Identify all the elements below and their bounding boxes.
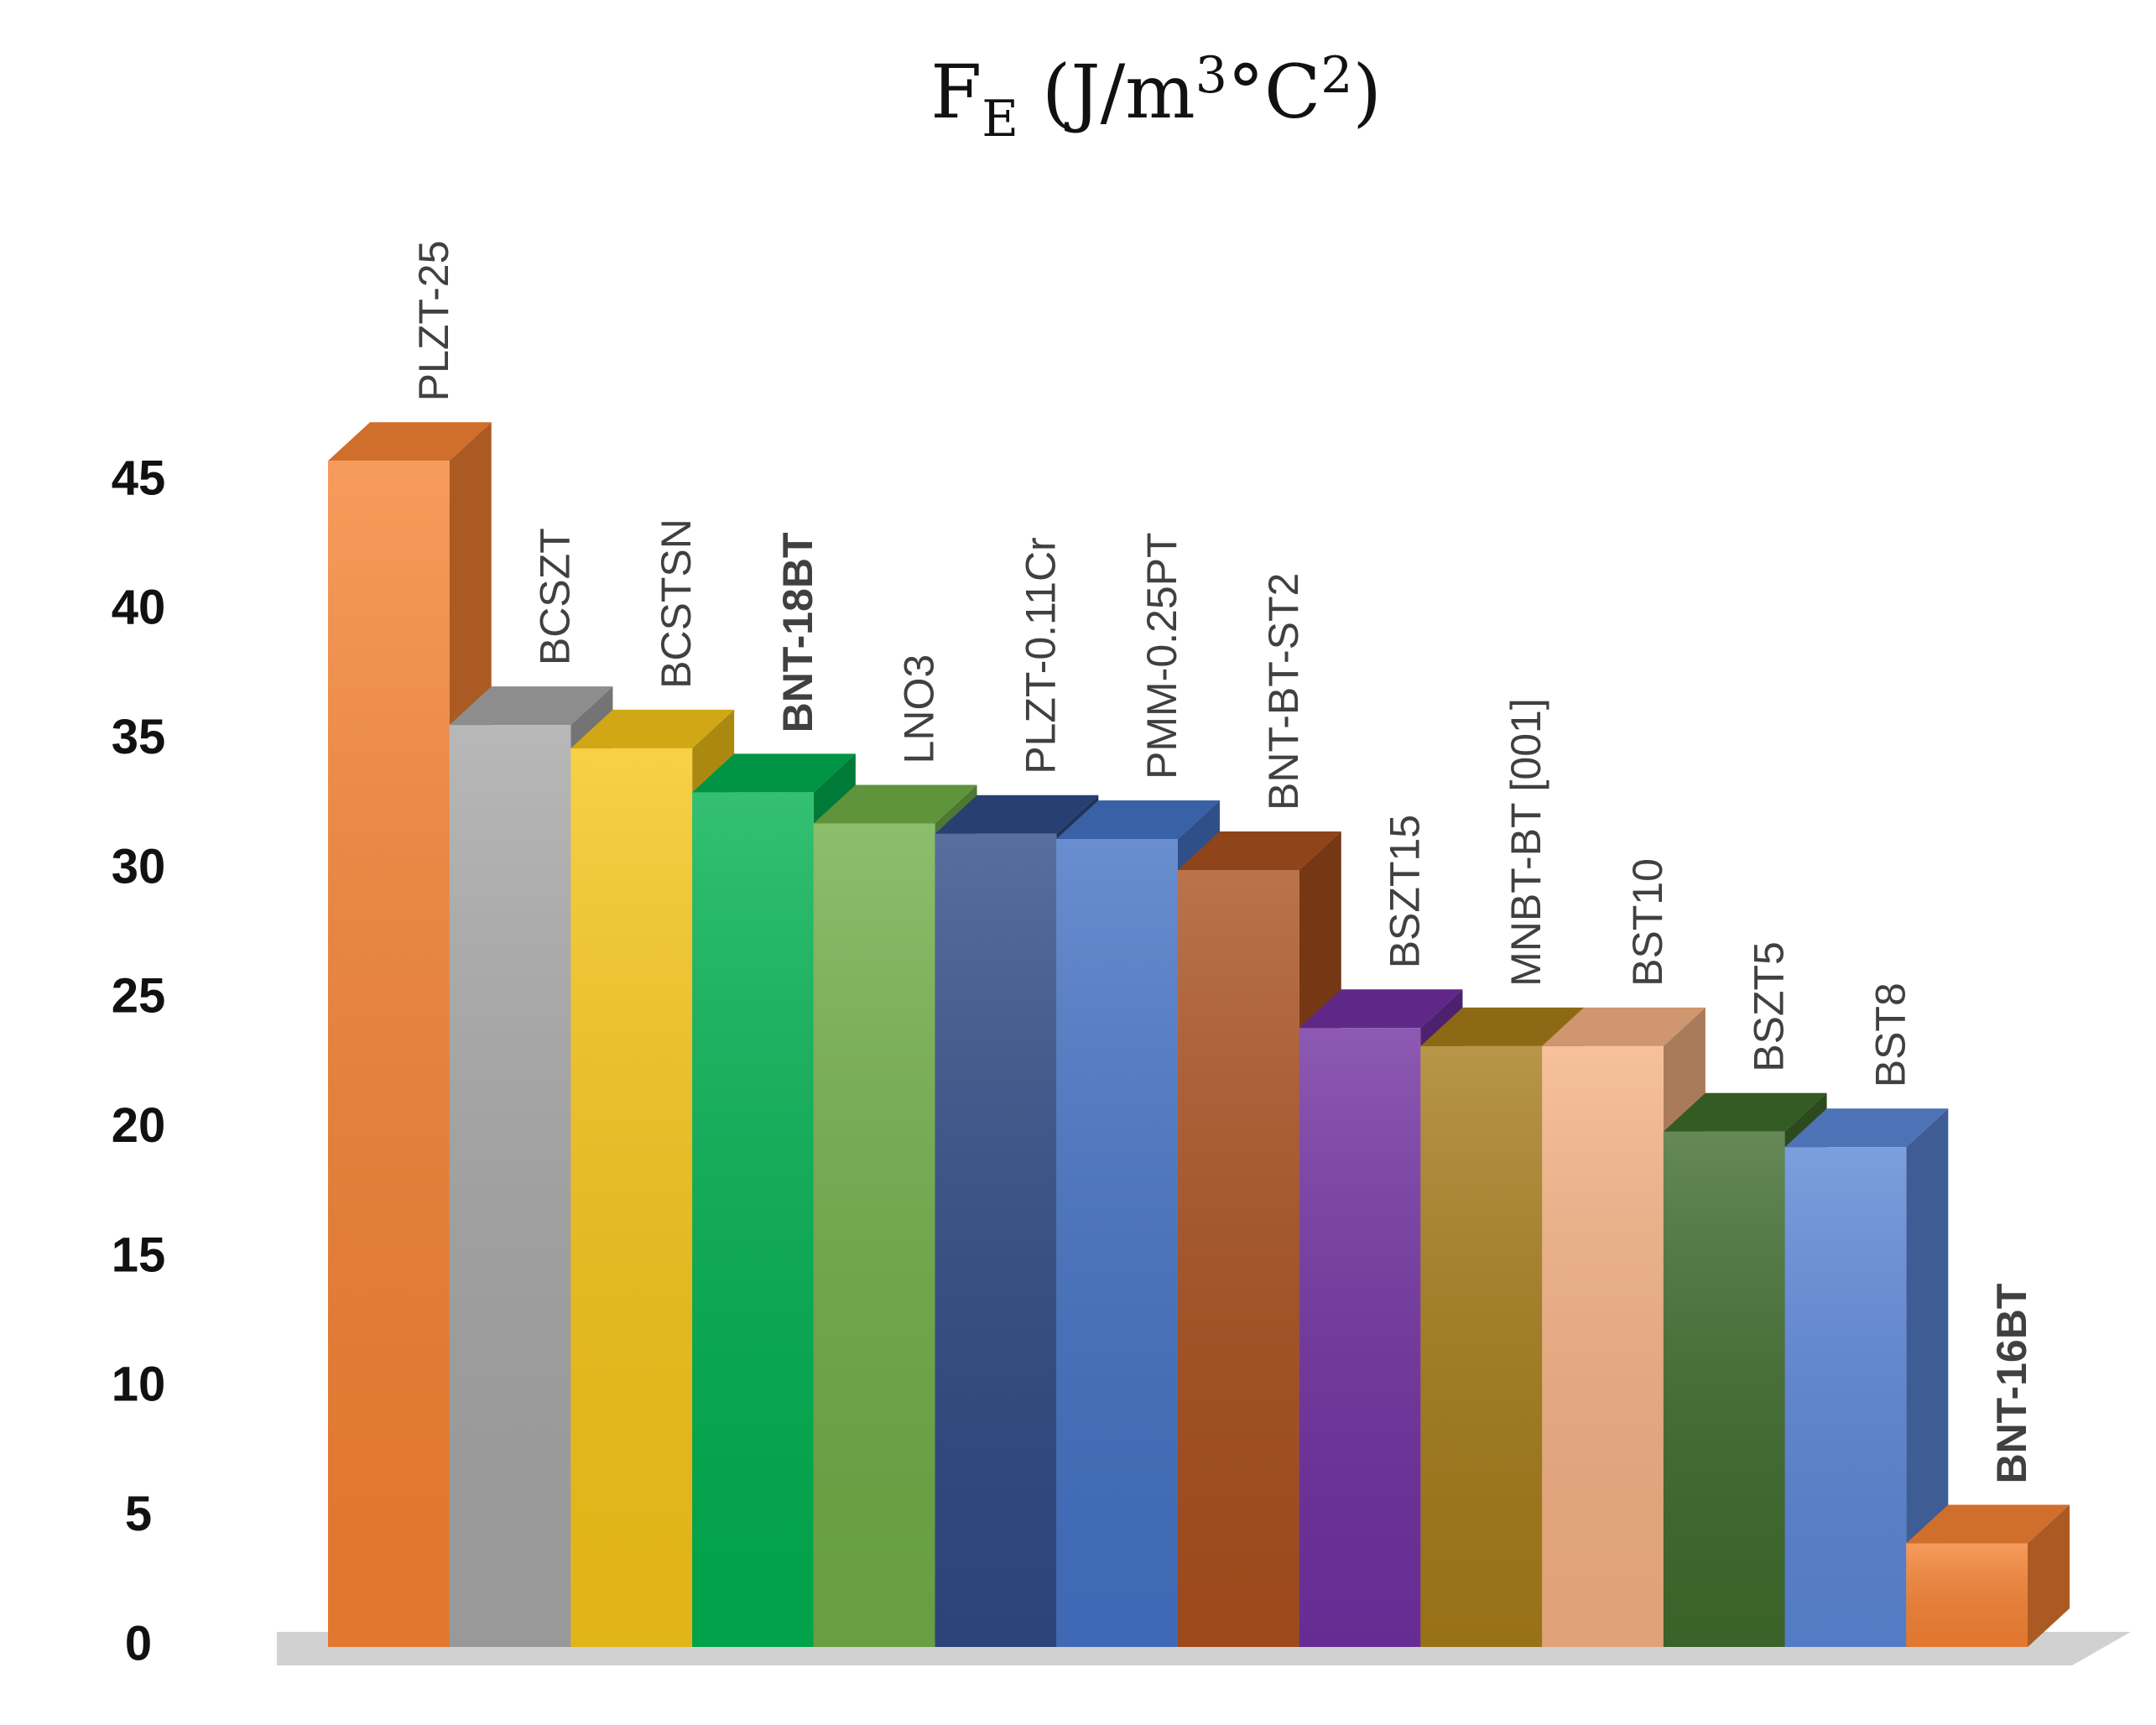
bar-top [692,753,856,793]
category-label: PLZT-25 [410,241,457,402]
title-part: E [982,90,1018,149]
y-tick-label: 45 [112,451,166,505]
bar-top [1056,800,1220,839]
category-label: MNBT-BT [001] [1502,698,1549,987]
title-part: ) [1352,49,1381,135]
bar-shine [1056,838,1178,1647]
title-part: (J/m [1018,49,1195,135]
bar-shine [1420,1045,1543,1647]
category-label: BCSZT [532,528,579,665]
bar-top-shade [1056,800,1220,839]
bar-top [813,784,977,824]
bar-top-shade [935,795,1099,834]
bar-side-shade [1906,1108,1949,1647]
bar-top [328,422,492,461]
bar-top-shade [1663,1092,1827,1132]
category-label: PLZT-0.11Cr [1017,537,1064,774]
bar-shine [692,792,814,1647]
title-part: F [930,49,982,135]
bar-top [1420,1007,1585,1046]
bar-top-shade [692,753,856,793]
bar-top [1299,989,1463,1029]
bar-shine [813,823,935,1647]
bar-shine [328,461,450,1647]
bar-top-shade [1542,1007,1706,1046]
title-part: 2 [1320,46,1352,105]
y-tick-label: 20 [112,1098,166,1153]
category-label: BST10 [1624,858,1671,987]
bar-side-shade [2028,1504,2070,1647]
bar-top-shade [1420,1007,1585,1046]
category-label: BST8 [1867,982,1914,1087]
category-label: BSZT15 [1382,815,1429,968]
category-label: PMM-0.25PT [1138,532,1185,779]
bar-top [935,795,1099,834]
y-tick-label: 25 [112,969,166,1024]
y-tick-label: 30 [112,839,166,894]
y-tick-label: 15 [112,1227,166,1282]
bar-top [449,686,613,726]
y-tick-label: 35 [112,710,166,764]
title-part: °C [1227,49,1320,135]
bar-side [2028,1504,2070,1647]
bar-top-shade [1178,831,1341,870]
y-tick-label: 5 [125,1487,152,1541]
bar-top [570,709,735,748]
bar-top-shade [449,686,613,726]
category-label: BSZT5 [1746,941,1793,1072]
y-tick-label: 0 [125,1616,152,1670]
bar-top-shade [1299,989,1463,1029]
bar-shine [1299,1028,1421,1647]
bar-shine [1663,1131,1785,1647]
chart-title: FE (J/m3°C2) [930,46,1382,149]
bar-shine [1906,1543,2028,1647]
bar-top-shade [1784,1108,1949,1148]
bar-shine [1784,1147,1907,1647]
bar-shine [935,833,1057,1647]
bar-top [1542,1007,1706,1046]
category-label: BNT-BT-ST2 [1260,573,1307,810]
bar-top [1906,1504,2070,1544]
category-label: BNT-16BT [1988,1284,2035,1484]
y-tick-label: 10 [112,1358,166,1412]
bar-shine [1178,870,1299,1647]
y-tick-label: 40 [112,581,166,635]
title-part: 3 [1195,46,1227,105]
bar-top [1784,1108,1949,1148]
bar-top-shade [328,422,492,461]
bar-side [1906,1108,1949,1647]
bar-top [1178,831,1341,870]
bar-shine [449,725,571,1647]
bar-top [1663,1092,1827,1132]
bar-shine [570,748,693,1647]
bar-shine [1542,1045,1664,1647]
category-label: BCSTSN [653,519,700,689]
category-label: LNO3 [896,654,943,764]
bar-top-shade [1906,1504,2070,1544]
category-label: BNT-18BT [774,532,821,732]
bar-top-shade [813,784,977,824]
bar-top-shade [570,709,735,748]
